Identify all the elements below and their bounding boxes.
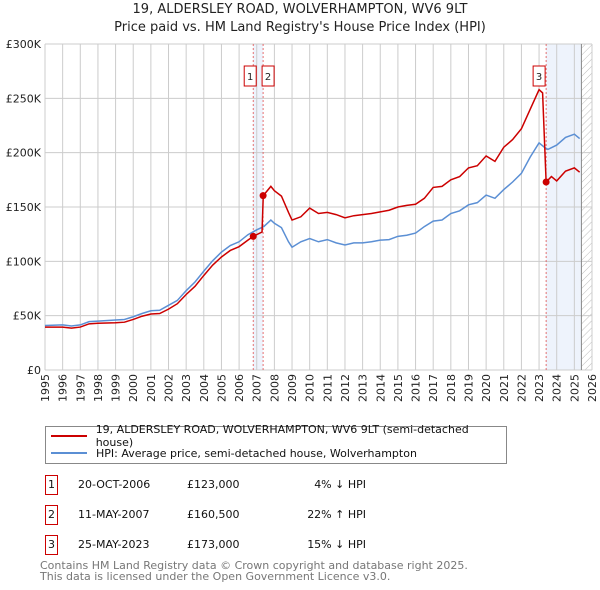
- x-tick-label: 2010: [304, 374, 317, 402]
- hpi-series-line: [44, 133, 581, 327]
- legend-item-property: 19, ALDERSLEY ROAD, WOLVERHAMPTON, WV6 9…: [51, 423, 506, 449]
- sale-number-badge: 2: [45, 505, 58, 525]
- chart-title: 19, ALDERSLEY ROAD, WOLVERHAMPTON, WV6 9…: [132, 2, 468, 17]
- x-tick-label: 1999: [110, 374, 123, 402]
- x-tick-label: 1998: [92, 374, 105, 402]
- sale-row: 1 20-OCT-2006 £123,000 4% ↓ HPI: [45, 475, 445, 495]
- y-tick-label: £300K: [6, 38, 42, 51]
- footer-line: Contains HM Land Registry data © Crown c…: [40, 559, 468, 572]
- sale-date: 25-MAY-2023: [78, 538, 150, 551]
- x-tick-label: 1997: [74, 374, 87, 402]
- x-tick-label: 2026: [586, 374, 599, 402]
- x-tick-label: 2018: [445, 374, 458, 402]
- x-tick-label: 2020: [480, 374, 493, 402]
- property-series-line: [45, 88, 581, 329]
- x-tick-label: 2024: [551, 374, 564, 402]
- sale-price: £160,500: [187, 508, 240, 521]
- sale-label-box: [261, 65, 275, 87]
- y-tick-label: £0: [27, 364, 41, 377]
- x-tick-label: 2015: [392, 374, 405, 402]
- y-tick-label: £50K: [13, 310, 42, 323]
- x-tick-label: 2001: [145, 374, 158, 402]
- sale-point: [249, 232, 257, 240]
- x-tick-label: 2000: [127, 374, 140, 402]
- x-tick-label: 2008: [268, 374, 281, 402]
- sale-date: 11-MAY-2007: [78, 508, 150, 521]
- sale-price: £173,000: [187, 538, 240, 551]
- x-tick-label: 2002: [163, 374, 176, 402]
- sale-date: 20-OCT-2006: [78, 478, 151, 491]
- sale-number-badge: 1: [45, 475, 58, 495]
- sale-label: 1: [247, 72, 253, 83]
- sale-row: 3 25-MAY-2023 £173,000 15% ↓ HPI: [45, 535, 445, 555]
- sale-price: £123,000: [187, 478, 240, 491]
- sale-hpi-diff: 4% ↓ HPI: [314, 478, 366, 491]
- legend-label: HPI: Average price, semi-detached house,…: [96, 446, 417, 460]
- x-tick-label: 2007: [251, 374, 264, 402]
- sale-number-badge: 3: [45, 535, 58, 555]
- legend: 19, ALDERSLEY ROAD, WOLVERHAMPTON, WV6 9…: [45, 423, 507, 464]
- footer: Contains HM Land Registry data © Crown c…: [40, 560, 468, 582]
- blue-line-swatch: [51, 452, 87, 454]
- x-tick-label: 2003: [180, 374, 193, 402]
- footer-line: This data is licensed under the Open Gov…: [40, 570, 391, 583]
- plot-area: 1995 1996 1997 1998 1999 2000 2001 2002 2003 2004…: [6, 38, 599, 402]
- sale-row: 2 11-MAY-2007 £160,500 22% ↑ HPI: [45, 505, 445, 525]
- legend-item-hpi: HPI: Average price, semi-detached house,…: [51, 445, 417, 461]
- y-tick-label: £100K: [6, 255, 42, 268]
- x-tick-label: 2017: [427, 374, 440, 402]
- x-tick-label: 2023: [533, 374, 546, 402]
- x-tick-label: 1995: [39, 374, 52, 402]
- y-tick-label: £250K: [6, 92, 42, 105]
- sale-label: 2: [265, 72, 271, 83]
- x-tick-label: 2005: [215, 374, 228, 402]
- x-tick-label: 2004: [198, 374, 211, 402]
- sale-point: [542, 178, 550, 186]
- x-tick-label: 2021: [498, 374, 511, 402]
- x-tick-label: 2014: [374, 374, 387, 402]
- red-line-swatch: [51, 435, 87, 437]
- sale-label-box: [532, 65, 546, 87]
- sale-hpi-diff: 15% ↓ HPI: [307, 538, 366, 551]
- x-tick-label: 2009: [286, 374, 299, 402]
- x-tick-label: 2012: [339, 374, 352, 402]
- x-tick-label: 2013: [357, 374, 370, 402]
- x-tick-label: 2022: [515, 374, 528, 402]
- sale-label-box: [243, 65, 257, 87]
- x-tick-label: 2025: [568, 374, 581, 402]
- x-tick-label: 2006: [233, 374, 246, 402]
- x-tick-label: 2011: [321, 374, 334, 402]
- x-tick-label: 1996: [57, 374, 70, 402]
- legend-label: 19, ALDERSLEY ROAD, WOLVERHAMPTON, WV6 9…: [95, 423, 469, 449]
- sale-point: [259, 192, 267, 200]
- sale-label: 3: [536, 72, 542, 83]
- chart-subtitle: Price paid vs. HM Land Registry's House …: [114, 20, 486, 35]
- sale-hpi-diff: 22% ↑ HPI: [307, 508, 366, 521]
- y-tick-label: £200K: [6, 147, 42, 160]
- x-tick-label: 2019: [462, 374, 475, 402]
- y-tick-label: £150K: [6, 201, 42, 214]
- x-tick-label: 2016: [410, 374, 423, 402]
